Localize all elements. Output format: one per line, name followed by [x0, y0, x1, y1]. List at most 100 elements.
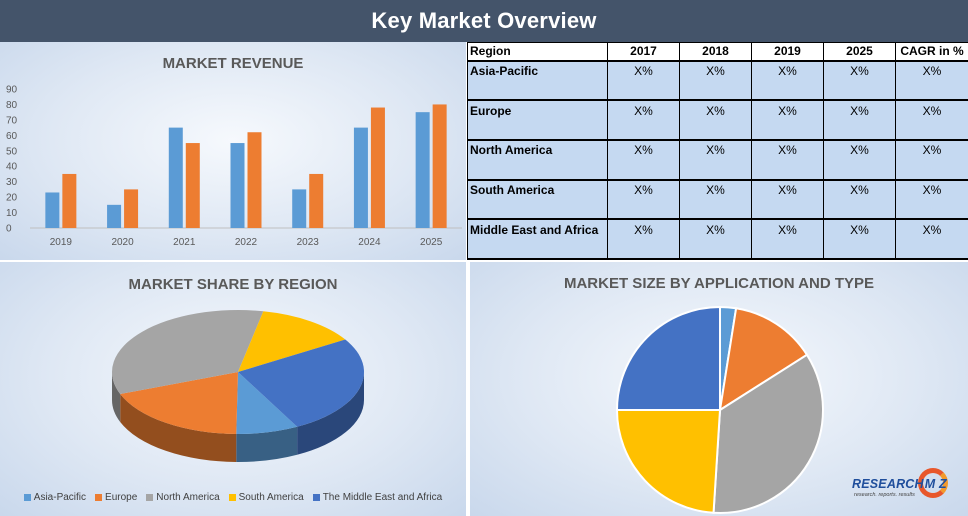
legend-item: South America [228, 492, 304, 503]
spacer-cell [679, 159, 752, 180]
spacer-cell [751, 239, 824, 260]
value-cell: X% [751, 138, 824, 160]
table-spacer-row [467, 159, 968, 180]
legend-label: Asia-Pacific [33, 492, 87, 503]
table-row: Asia-Pacific X% X% X% X% X% [467, 59, 968, 81]
spacer-cell [823, 120, 896, 140]
spacer-cell [895, 199, 968, 220]
y-tick-label: 0 [6, 224, 12, 235]
spacer-cell [895, 120, 968, 140]
y-tick-label: 10 [6, 208, 18, 219]
x-tick-label: 2022 [235, 237, 258, 248]
y-tick-label: 20 [6, 193, 18, 204]
legend-item: Europe [95, 492, 137, 503]
table-row: Europe X% X% X% X% X% [467, 99, 968, 121]
market-share-panel: MARKET SHARE BY REGION Asia-Pacific Europ… [0, 262, 466, 516]
size-slice [718, 307, 809, 413]
share-slice [238, 339, 364, 427]
value-cell: X% [823, 99, 896, 121]
revenue-bar [124, 189, 139, 228]
revenue-bar [292, 189, 307, 228]
y-tick-label: 40 [6, 162, 18, 173]
spacer-cell [895, 80, 968, 101]
region-name-cell: North America [467, 138, 608, 160]
value-cell: X% [607, 218, 680, 240]
spacer-cell [751, 80, 824, 101]
value-cell: X% [679, 138, 752, 160]
col-header-cagr: CAGR in % [895, 42, 968, 61]
revenue-bar [62, 173, 77, 228]
value-cell: X% [607, 99, 680, 121]
spacer-cell [823, 159, 896, 180]
x-tick-label: 2019 [50, 237, 73, 248]
legend-label: South America [238, 492, 304, 503]
x-tick-label: 2020 [111, 237, 134, 248]
revenue-bar [45, 192, 60, 228]
market-share-title: MARKET SHARE BY REGION [128, 276, 338, 293]
spacer-cell [895, 239, 968, 260]
region-name-cell: Europe [467, 99, 608, 121]
revenue-bar [309, 173, 324, 228]
value-cell: X% [751, 178, 824, 200]
legend-label: North America [156, 492, 220, 503]
value-cell: X% [895, 178, 968, 200]
share-slice [236, 372, 298, 434]
revenue-bar [432, 104, 447, 228]
revenue-bar [230, 143, 245, 228]
x-tick-label: 2024 [358, 237, 381, 248]
spacer-cell [823, 80, 896, 101]
legend-label: The Middle East and Africa [322, 492, 443, 503]
table-spacer-row [467, 80, 968, 101]
market-size-chart [615, 305, 824, 514]
col-header-2017: 2017 [607, 42, 680, 61]
share-slice [238, 311, 346, 372]
value-cell: X% [607, 178, 680, 200]
legend-swatch [23, 494, 31, 501]
x-tick-label: 2023 [297, 237, 320, 248]
legend-item: The Middle East and Africa [312, 492, 443, 503]
market-share-chart [112, 310, 364, 462]
market-size-panel: MARKET SIZE BY APPLICATION AND TYPE RESE… [470, 262, 968, 516]
share-slice [120, 372, 238, 434]
spacer-cell [679, 120, 752, 140]
value-cell: X% [751, 218, 824, 240]
size-slice [615, 409, 722, 514]
value-cell: X% [895, 138, 968, 160]
legend-label: Europe [105, 492, 138, 503]
value-cell: X% [679, 218, 752, 240]
market-size-title: MARKET SIZE BY APPLICATION AND TYPE [563, 275, 875, 292]
spacer-cell [467, 80, 608, 101]
revenue-bar [370, 107, 385, 228]
spacer-cell [895, 159, 968, 180]
col-header-region: Region [467, 42, 608, 61]
value-cell: X% [823, 178, 896, 200]
researchmoz-logo: RESEARCHM Z research. reports. results [852, 468, 966, 510]
table-row: Middle East and Africa X% X% X% X% X% [467, 218, 968, 240]
spacer-cell [607, 159, 680, 180]
page-title: Key Market Overview [371, 8, 597, 33]
value-cell: X% [823, 218, 896, 240]
spacer-cell [679, 199, 752, 220]
spacer-cell [751, 120, 824, 140]
revenue-bar [247, 132, 262, 228]
size-slice [712, 353, 824, 514]
y-tick-label: 80 [6, 100, 18, 111]
value-cell: X% [751, 59, 824, 81]
legend-swatch [312, 494, 320, 501]
logo-tagline: research. reports. results [854, 492, 915, 498]
legend-swatch [228, 494, 236, 501]
spacer-cell [467, 159, 608, 180]
legend-item: North America [146, 492, 220, 503]
logo-ring-icon [918, 468, 948, 498]
revenue-bar [415, 112, 430, 228]
value-cell: X% [679, 99, 752, 121]
market-revenue-chart: 0 10 20 30 40 50 60 70 80 90 2019 2020 2021 2022 2023 2… [6, 85, 462, 248]
y-tick-label: 60 [6, 131, 18, 142]
legend-swatch [95, 494, 103, 501]
value-cell: X% [679, 59, 752, 81]
value-cell: X% [607, 59, 680, 81]
table-header-row: Region 2017 2018 2019 2025 CAGR in % [467, 42, 968, 61]
value-cell: X% [823, 138, 896, 160]
table-spacer-row [467, 199, 968, 220]
legend-swatch [146, 494, 154, 501]
